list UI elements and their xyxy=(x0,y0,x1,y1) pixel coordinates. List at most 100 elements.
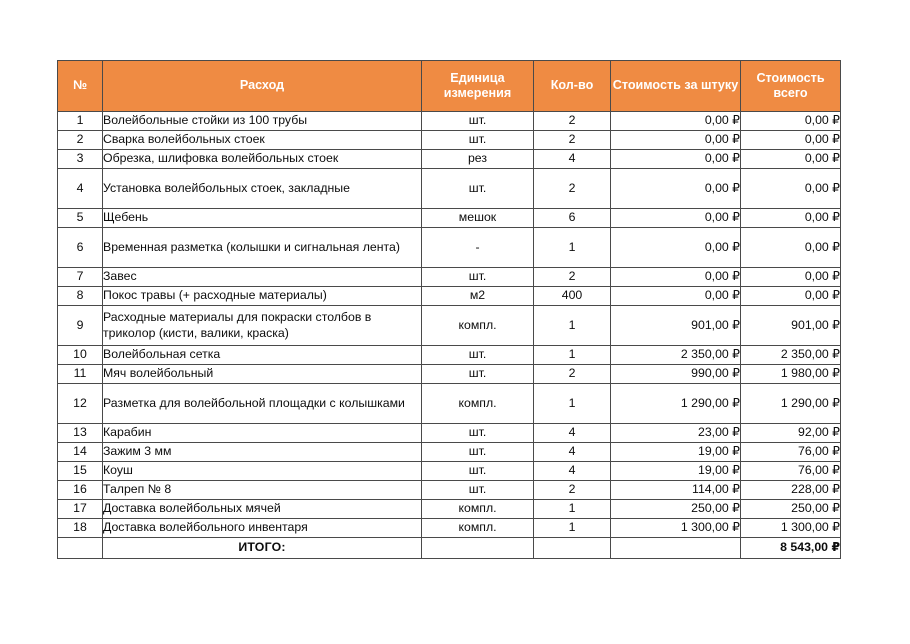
cell-name[interactable]: Расходные материалы для покраски столбов… xyxy=(102,305,422,346)
cell-unit[interactable]: шт. xyxy=(421,130,534,150)
cell-price[interactable]: 0,00 ₽ xyxy=(610,208,741,228)
total-row-qty-cell[interactable] xyxy=(533,537,611,559)
cell-qty[interactable]: 1 xyxy=(533,518,611,538)
cell-qty[interactable]: 2 xyxy=(533,480,611,500)
cell-num[interactable]: 14 xyxy=(57,442,103,462)
cell-unit[interactable]: шт. xyxy=(421,168,534,209)
cell-num[interactable]: 17 xyxy=(57,499,103,519)
cell-unit[interactable]: рез xyxy=(421,149,534,169)
cell-qty[interactable]: 2 xyxy=(533,168,611,209)
cell-total[interactable]: 0,00 ₽ xyxy=(740,149,841,169)
cell-num[interactable]: 16 xyxy=(57,480,103,500)
cell-name[interactable]: Зажим 3 мм xyxy=(102,442,422,462)
cell-total[interactable]: 0,00 ₽ xyxy=(740,208,841,228)
cell-price[interactable]: 0,00 ₽ xyxy=(610,130,741,150)
cell-unit[interactable]: шт. xyxy=(421,345,534,365)
cell-total[interactable]: 250,00 ₽ xyxy=(740,499,841,519)
cell-qty[interactable]: 400 xyxy=(533,286,611,306)
cell-qty[interactable]: 1 xyxy=(533,345,611,365)
cell-qty[interactable]: 4 xyxy=(533,149,611,169)
cell-name[interactable]: Талреп № 8 xyxy=(102,480,422,500)
total-row-unit-cell[interactable] xyxy=(421,537,534,559)
cell-name[interactable]: Доставка волейбольного инвентаря xyxy=(102,518,422,538)
cell-num[interactable]: 15 xyxy=(57,461,103,481)
cell-total[interactable]: 0,00 ₽ xyxy=(740,267,841,287)
cell-name[interactable]: Щебень xyxy=(102,208,422,228)
column-header-qty[interactable]: Кол-во xyxy=(533,60,611,112)
cell-unit[interactable]: мешок xyxy=(421,208,534,228)
grand-total-value[interactable]: 8 543,00 ₽ xyxy=(740,537,841,559)
cell-unit[interactable]: компл. xyxy=(421,499,534,519)
cell-total[interactable]: 901,00 ₽ xyxy=(740,305,841,346)
cell-total[interactable]: 76,00 ₽ xyxy=(740,461,841,481)
cell-name[interactable]: Установка волейбольных стоек, закладные xyxy=(102,168,422,209)
column-header-price[interactable]: Стоимость за штуку xyxy=(610,60,741,112)
cell-name[interactable]: Мяч волейбольный xyxy=(102,364,422,384)
cell-qty[interactable]: 6 xyxy=(533,208,611,228)
cell-qty[interactable]: 1 xyxy=(533,305,611,346)
cell-unit[interactable]: шт. xyxy=(421,267,534,287)
cell-total[interactable]: 1 300,00 ₽ xyxy=(740,518,841,538)
cell-price[interactable]: 23,00 ₽ xyxy=(610,423,741,443)
cell-total[interactable]: 0,00 ₽ xyxy=(740,168,841,209)
cell-num[interactable]: 3 xyxy=(57,149,103,169)
column-header-unit[interactable]: Единица измерения xyxy=(421,60,534,112)
cell-price[interactable]: 0,00 ₽ xyxy=(610,111,741,131)
cell-num[interactable]: 8 xyxy=(57,286,103,306)
total-row-num-cell[interactable] xyxy=(57,537,103,559)
cell-name[interactable]: Коуш xyxy=(102,461,422,481)
cell-unit[interactable]: - xyxy=(421,227,534,268)
cell-unit[interactable]: компл. xyxy=(421,383,534,424)
cell-price[interactable]: 2 350,00 ₽ xyxy=(610,345,741,365)
cell-price[interactable]: 19,00 ₽ xyxy=(610,442,741,462)
cell-qty[interactable]: 2 xyxy=(533,130,611,150)
cell-num[interactable]: 7 xyxy=(57,267,103,287)
cell-unit[interactable]: шт. xyxy=(421,442,534,462)
cell-qty[interactable]: 1 xyxy=(533,383,611,424)
cell-qty[interactable]: 2 xyxy=(533,111,611,131)
cell-qty[interactable]: 1 xyxy=(533,227,611,268)
cell-price[interactable]: 990,00 ₽ xyxy=(610,364,741,384)
cell-num[interactable]: 12 xyxy=(57,383,103,424)
cell-price[interactable]: 19,00 ₽ xyxy=(610,461,741,481)
cell-price[interactable]: 114,00 ₽ xyxy=(610,480,741,500)
cell-total[interactable]: 76,00 ₽ xyxy=(740,442,841,462)
cell-name[interactable]: Обрезка, шлифовка волейбольных стоек xyxy=(102,149,422,169)
cell-unit[interactable]: м2 xyxy=(421,286,534,306)
cell-unit[interactable]: шт. xyxy=(421,423,534,443)
cell-num[interactable]: 2 xyxy=(57,130,103,150)
column-header-name[interactable]: Расход xyxy=(102,60,422,112)
cell-price[interactable]: 0,00 ₽ xyxy=(610,286,741,306)
cell-num[interactable]: 18 xyxy=(57,518,103,538)
cell-qty[interactable]: 2 xyxy=(533,267,611,287)
column-header-num[interactable]: № xyxy=(57,60,103,112)
cell-num[interactable]: 5 xyxy=(57,208,103,228)
cell-qty[interactable]: 4 xyxy=(533,423,611,443)
cell-total[interactable]: 0,00 ₽ xyxy=(740,286,841,306)
cell-price[interactable]: 901,00 ₽ xyxy=(610,305,741,346)
cell-num[interactable]: 10 xyxy=(57,345,103,365)
cell-name[interactable]: Волейбольная сетка xyxy=(102,345,422,365)
cell-price[interactable]: 0,00 ₽ xyxy=(610,227,741,268)
cell-name[interactable]: Сварка волейбольных стоек xyxy=(102,130,422,150)
cell-num[interactable]: 6 xyxy=(57,227,103,268)
cell-price[interactable]: 0,00 ₽ xyxy=(610,149,741,169)
cell-total[interactable]: 0,00 ₽ xyxy=(740,227,841,268)
cell-name[interactable]: Доставка волейбольных мячей xyxy=(102,499,422,519)
cell-total[interactable]: 1 290,00 ₽ xyxy=(740,383,841,424)
cell-num[interactable]: 11 xyxy=(57,364,103,384)
cell-qty[interactable]: 2 xyxy=(533,364,611,384)
cell-qty[interactable]: 4 xyxy=(533,442,611,462)
cell-unit[interactable]: шт. xyxy=(421,111,534,131)
cell-price[interactable]: 1 300,00 ₽ xyxy=(610,518,741,538)
cell-total[interactable]: 0,00 ₽ xyxy=(740,111,841,131)
cell-num[interactable]: 1 xyxy=(57,111,103,131)
cell-name[interactable]: Временная разметка (колышки и сигнальная… xyxy=(102,227,422,268)
column-header-total[interactable]: Стоимость всего xyxy=(740,60,841,112)
cell-unit[interactable]: компл. xyxy=(421,518,534,538)
cell-price[interactable]: 0,00 ₽ xyxy=(610,168,741,209)
cell-price[interactable]: 250,00 ₽ xyxy=(610,499,741,519)
cell-unit[interactable]: шт. xyxy=(421,461,534,481)
cell-qty[interactable]: 1 xyxy=(533,499,611,519)
cell-total[interactable]: 1 980,00 ₽ xyxy=(740,364,841,384)
